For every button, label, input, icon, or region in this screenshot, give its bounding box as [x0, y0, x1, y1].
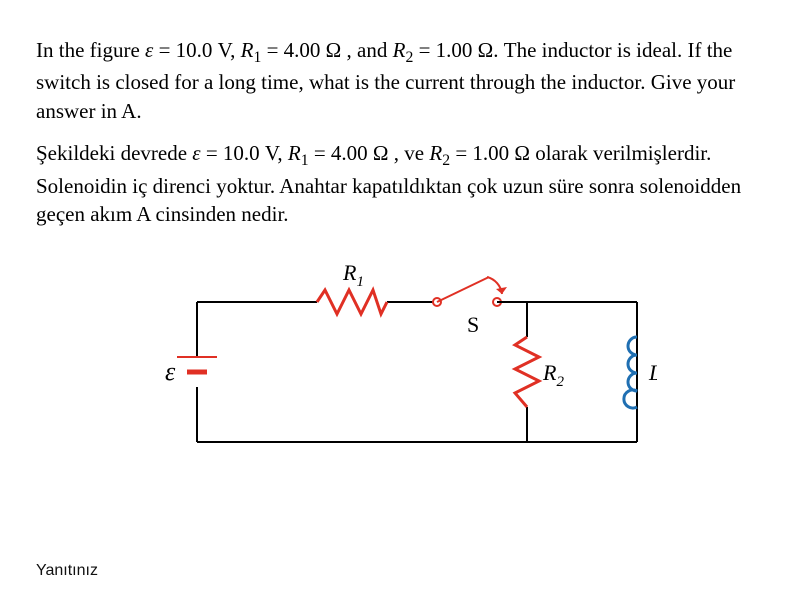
switch-icon: [433, 277, 507, 306]
battery-icon: [177, 357, 217, 372]
en-R1: R: [241, 38, 254, 62]
resistor-r2-icon: [515, 337, 539, 407]
r1-sub: 1: [356, 274, 364, 290]
tr-eq2: = 4.00 Ω , ve: [309, 141, 430, 165]
r2-sub: 2: [556, 374, 564, 390]
en-eq1: = 10.0 V,: [153, 38, 240, 62]
wires: [197, 302, 637, 442]
tr-R2: R: [429, 141, 442, 165]
tr-text-1: Şekildeki devrede: [36, 141, 192, 165]
en-text-1: In the figure: [36, 38, 145, 62]
emf-label: ε: [165, 357, 176, 386]
en-R2: R: [393, 38, 406, 62]
inductor-label: L: [648, 360, 657, 385]
en-eq2: = 4.00 Ω , and: [261, 38, 392, 62]
tr-R2-sub: 2: [442, 152, 450, 169]
problem-tr: Şekildeki devrede ε = 10.0 V, R1 = 4.00 …: [36, 139, 758, 228]
inductor-icon: [624, 337, 637, 408]
circuit-labels: R1 S ε R2 L: [165, 260, 657, 390]
tr-R1-sub: 1: [301, 152, 309, 169]
problem-en: In the figure ε = 10.0 V, R1 = 4.00 Ω , …: [36, 36, 758, 125]
switch-label: S: [467, 312, 479, 337]
tr-R1: R: [288, 141, 301, 165]
r1-label: R: [342, 260, 357, 285]
r2-label: R: [542, 360, 557, 385]
answer-label: Yanıtınız: [36, 562, 98, 580]
svg-text:R2: R2: [542, 360, 564, 390]
resistor-r1-icon: [317, 290, 387, 314]
circuit-diagram: R1 S ε R2 L: [137, 242, 657, 472]
svg-text:R1: R1: [342, 260, 364, 290]
tr-eps: ε: [192, 141, 200, 165]
circuit-figure: R1 S ε R2 L: [36, 242, 758, 477]
tr-eq1: = 10.0 V,: [201, 141, 288, 165]
